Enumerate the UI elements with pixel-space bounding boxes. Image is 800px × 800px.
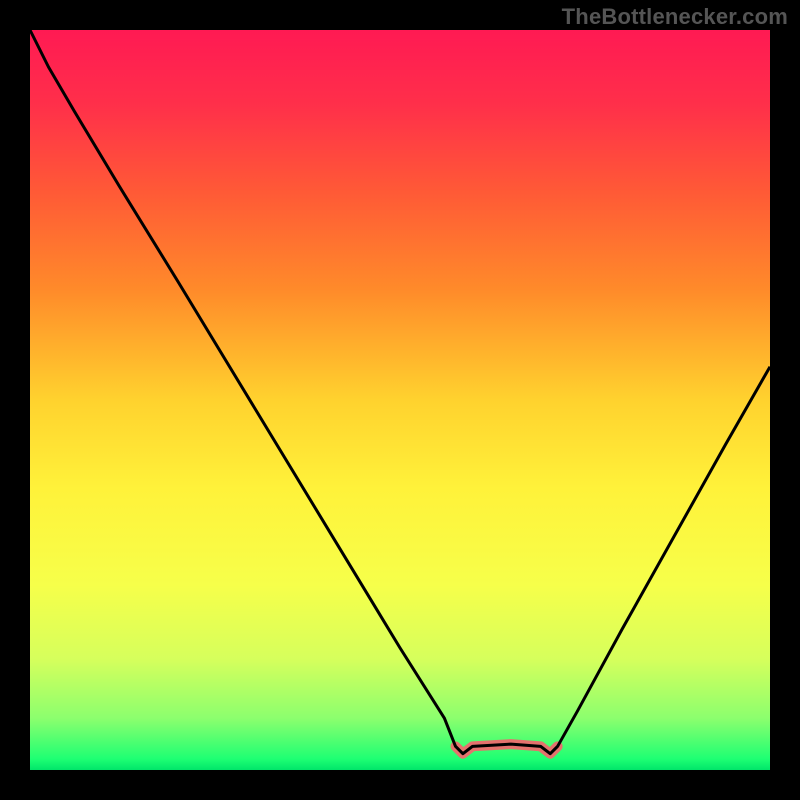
chart-frame: TheBottlenecker.com <box>0 0 800 800</box>
plot-area <box>30 30 770 770</box>
bottleneck-curve <box>30 30 770 754</box>
attribution-text: TheBottlenecker.com <box>562 4 788 30</box>
curve-layer <box>30 30 770 770</box>
